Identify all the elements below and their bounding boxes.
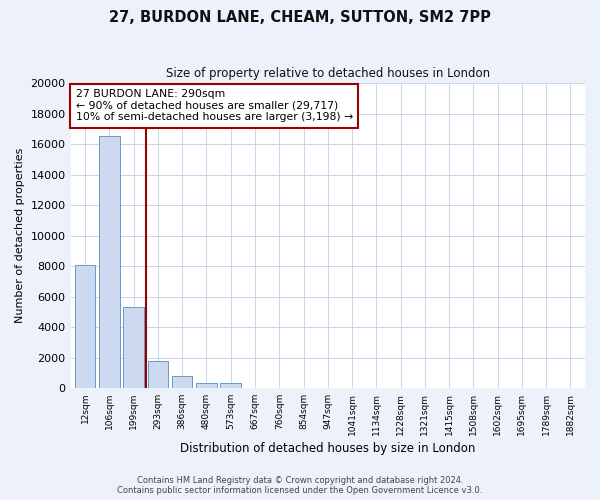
Bar (220, 384, 241, 388)
Text: 27, BURDON LANE, CHEAM, SUTTON, SM2 7PP: 27, BURDON LANE, CHEAM, SUTTON, SM2 7PP (109, 10, 491, 25)
Title: Size of property relative to detached houses in London: Size of property relative to detached ho… (166, 68, 490, 80)
Bar (196, 384, 217, 388)
Bar (124, 307, 144, 388)
Text: Contains HM Land Registry data © Crown copyright and database right 2024.
Contai: Contains HM Land Registry data © Crown c… (118, 476, 482, 495)
Bar (148, 360, 168, 388)
Text: 27 BURDON LANE: 290sqm
← 90% of detached houses are smaller (29,717)
10% of semi: 27 BURDON LANE: 290sqm ← 90% of detached… (76, 89, 353, 122)
Y-axis label: Number of detached properties: Number of detached properties (15, 148, 25, 324)
Bar (172, 376, 193, 388)
Bar (99, 136, 119, 388)
X-axis label: Distribution of detached houses by size in London: Distribution of detached houses by size … (180, 442, 475, 455)
Bar (75, 264, 95, 388)
